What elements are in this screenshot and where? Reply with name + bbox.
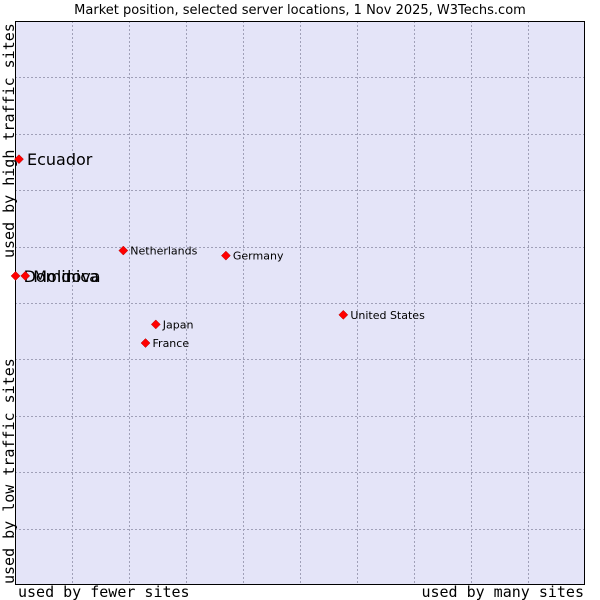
- marker-dominica: [10, 271, 21, 281]
- label-moldova: Moldova: [33, 267, 100, 286]
- point-dominica: Dominica: [10, 267, 99, 286]
- label-dominica: Dominica: [24, 267, 99, 286]
- marker-ecuador: [14, 154, 24, 165]
- grid-lines: [15, 21, 585, 585]
- marker-germany: [221, 250, 231, 261]
- point-moldova: Moldova: [20, 267, 101, 286]
- plot-border: [15, 21, 585, 585]
- label-united-states: United States: [350, 309, 425, 322]
- point-france: France: [140, 337, 190, 350]
- x-axis-label-right: used by many sites: [421, 583, 584, 600]
- label-japan: Japan: [162, 318, 194, 331]
- y-axis-label-top: used by high traffic sites: [0, 23, 18, 258]
- marker-netherlands: [118, 245, 129, 256]
- point-united-states: United States: [338, 309, 425, 322]
- label-netherlands: Netherlands: [130, 245, 197, 258]
- marker-united-states: [338, 309, 349, 320]
- y-axis-label-bottom: used by low traffic sites: [0, 358, 18, 584]
- chart-title: Market position, selected server locatio…: [74, 3, 526, 18]
- label-france: France: [153, 337, 190, 350]
- marker-france: [140, 338, 151, 348]
- point-japan: Japan: [150, 318, 194, 331]
- point-germany: Germany: [221, 250, 284, 263]
- label-germany: Germany: [233, 250, 284, 263]
- point-ecuador: Ecuador: [14, 150, 93, 169]
- label-ecuador: Ecuador: [27, 150, 93, 169]
- point-netherlands: Netherlands: [118, 245, 198, 258]
- x-axis-label-left: used by fewer sites: [18, 583, 190, 600]
- marker-moldova: [20, 271, 31, 281]
- marker-japan: [150, 319, 161, 330]
